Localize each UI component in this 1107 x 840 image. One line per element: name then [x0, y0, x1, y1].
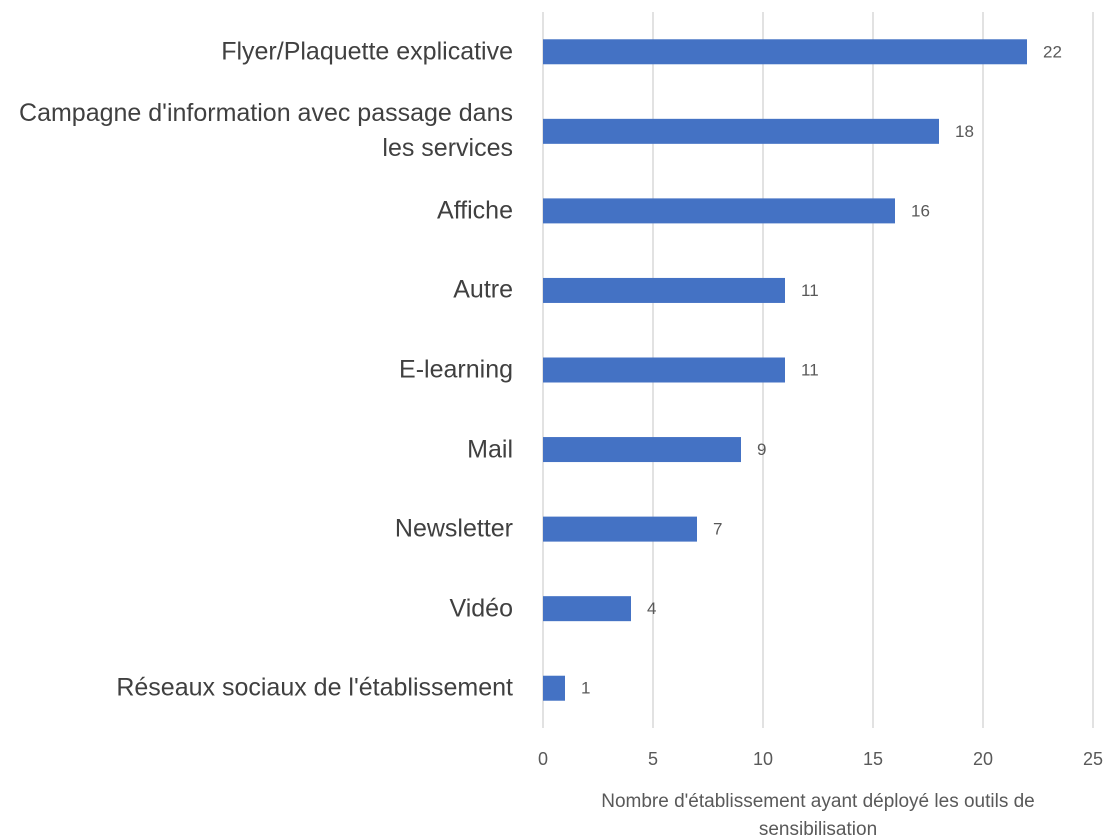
value-label: 1 — [581, 679, 590, 698]
value-label: 11 — [801, 360, 819, 379]
bar — [543, 675, 565, 701]
y-tick-label: Flyer/Plaquette explicative — [221, 37, 513, 66]
value-label: 16 — [911, 201, 930, 220]
bar — [543, 357, 785, 383]
value-label: 11 — [801, 281, 819, 300]
x-tick-label: 25 — [1083, 749, 1103, 769]
x-tick-label: 15 — [863, 749, 883, 769]
x-tick-label: 10 — [753, 749, 773, 769]
value-label: 4 — [647, 599, 656, 618]
value-label: 22 — [1043, 42, 1062, 61]
y-tick-label: Autre — [453, 275, 513, 304]
y-tick-label: E-learning — [399, 355, 513, 384]
bar — [543, 277, 785, 303]
y-tick-label: Réseaux sociaux de l'établissement — [116, 673, 513, 702]
x-axis-title: Nombre d'établissement ayant déployé les… — [601, 791, 1035, 840]
y-tick-label: Newsletter — [394, 514, 513, 543]
x-tick-label: 0 — [538, 749, 548, 769]
bar — [543, 39, 1027, 65]
y-tick-label: Vidéo — [449, 594, 514, 623]
y-tick-label: Campagne d'information avec passage dans… — [19, 99, 513, 163]
x-tick-label: 5 — [648, 749, 658, 769]
bar — [543, 516, 697, 542]
value-label: 18 — [955, 122, 974, 141]
bar — [543, 198, 895, 224]
value-label: 9 — [757, 440, 766, 459]
bar — [543, 118, 939, 144]
value-label: 7 — [713, 520, 722, 539]
bar — [543, 437, 741, 463]
bar — [543, 596, 631, 622]
y-tick-label: Affiche — [437, 196, 513, 225]
x-tick-label: 20 — [973, 749, 993, 769]
y-tick-label: Mail — [467, 435, 513, 464]
